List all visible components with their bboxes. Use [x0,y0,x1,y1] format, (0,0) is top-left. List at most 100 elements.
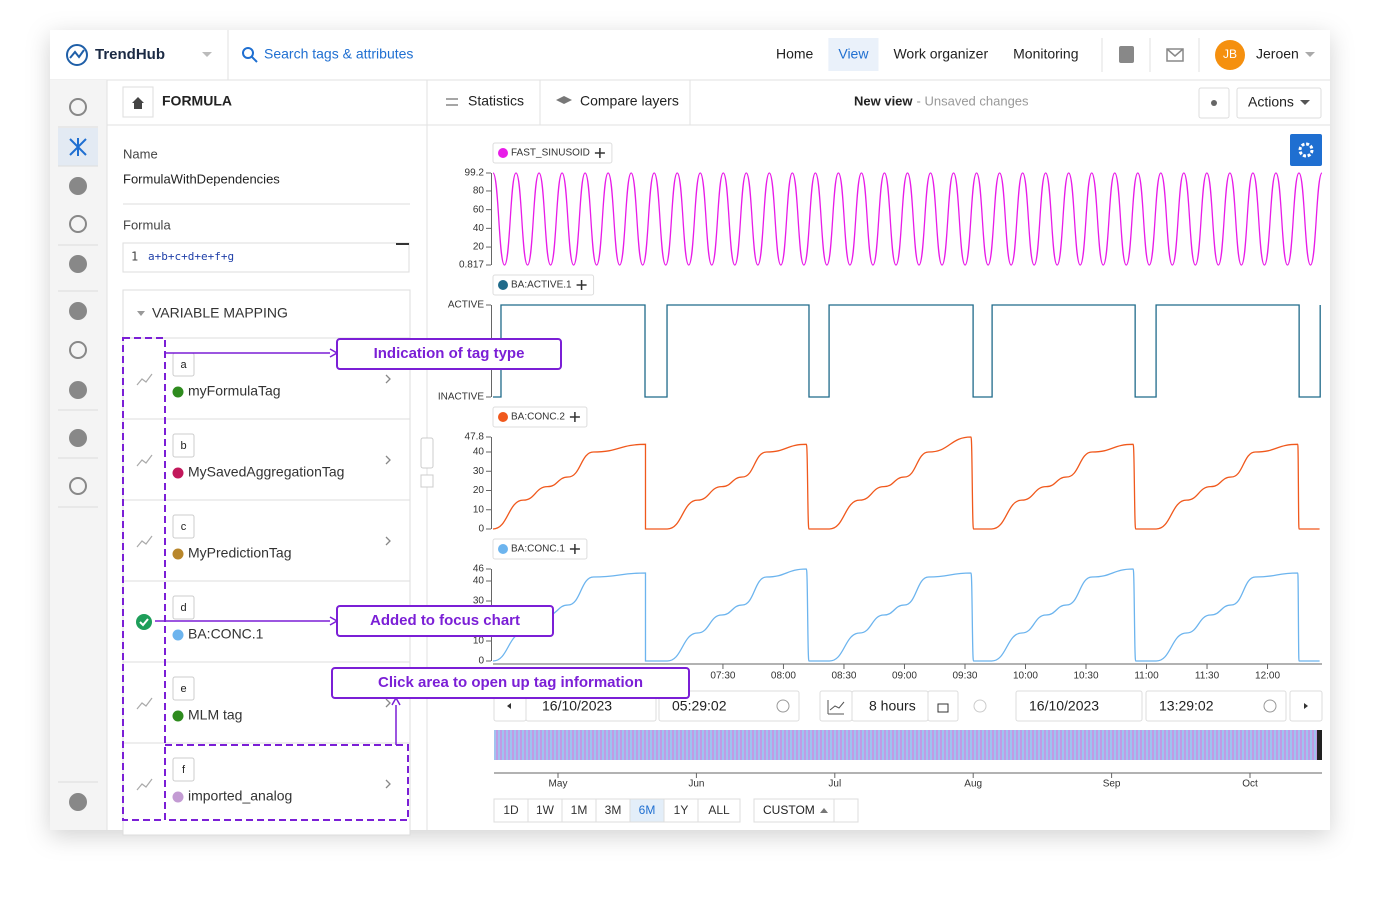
tag-color [172,710,184,722]
search-icon[interactable] [242,47,254,59]
user-caret[interactable] [1305,52,1315,57]
name-value[interactable]: FormulaWithDependencies [123,171,280,186]
brand-caret[interactable] [202,52,212,57]
compare-layers-button[interactable]: Compare layers [580,93,679,109]
legend-chip[interactable] [492,142,613,164]
custom-calendar[interactable] [833,798,859,823]
tag-name[interactable]: MyPredictionTag [188,545,292,561]
rail-icon[interactable] [69,341,87,359]
formula-label: Formula [123,217,171,232]
month-label: May [549,779,568,790]
tag-name[interactable]: myFormulaTag [188,383,281,399]
move-icon[interactable] [569,412,580,422]
formula-code[interactable]: a+b+c+d+e+f+g [148,250,234,263]
month-label: Jul [828,779,841,790]
end-time[interactable] [1145,690,1287,722]
icon-rail [50,80,107,830]
move-icon[interactable] [576,280,587,290]
range-label: 1W [536,803,555,817]
tag-name[interactable]: BA:CONC.1 [188,626,264,642]
nav-item[interactable]: Home [776,46,814,62]
variable-letter: d [180,602,186,614]
legend-label[interactable]: BA:CONC.1 [511,544,565,555]
tag-type-icon [136,454,153,467]
legend-chip[interactable] [492,406,588,428]
legend-chip[interactable] [492,538,588,560]
annotation-box [331,667,690,699]
mapping-title[interactable]: VARIABLE MAPPING [152,305,288,321]
resize-handle[interactable] [420,437,434,469]
x-tick-label: 11:00 [1134,671,1159,682]
chevron[interactable] [385,455,391,465]
rail-icon[interactable] [69,177,87,195]
history-icon[interactable] [973,699,987,713]
chevron[interactable] [385,779,391,789]
rail-icon[interactable] [69,302,87,320]
formula-editor[interactable] [122,242,410,273]
chevron[interactable] [385,536,391,546]
line-number: 1 [131,250,138,264]
annotation-box [336,605,554,637]
end-time-text: 13:29:02 [1159,698,1214,714]
range-button[interactable] [697,798,741,823]
mail-icon[interactable] [1166,48,1184,62]
rail-icon[interactable] [69,138,87,156]
custom-caret [820,808,828,813]
variable-row[interactable] [124,420,409,499]
rail-icon[interactable] [69,381,87,399]
chevron[interactable] [385,698,391,708]
rail-icon[interactable] [69,98,87,116]
close-handle[interactable] [420,474,434,488]
help-icon[interactable] [1119,46,1134,63]
month-label: Sep [1103,779,1121,790]
range-label: 6M [639,803,656,817]
dashed-outline [122,337,166,821]
move-icon[interactable] [569,544,580,554]
variable-row[interactable] [124,744,409,823]
month-label: Jun [688,779,704,790]
x-tick-label: 08:00 [771,671,796,682]
nav-item[interactable]: View [838,46,869,62]
chevron[interactable] [385,374,391,384]
x-tick-label: 09:00 [892,671,917,682]
legend-label[interactable]: FAST_SINUSOID [511,148,590,159]
x-tick-label: 09:30 [952,671,977,682]
user-name[interactable]: Jeroen [1256,46,1299,62]
legend-chip[interactable] [492,274,595,296]
range-label: 1M [571,803,588,817]
move-icon[interactable] [594,148,605,158]
rail-icon[interactable] [69,215,87,233]
start-time-text: 05:29:02 [672,698,727,714]
statistics-button[interactable]: Statistics [468,93,524,109]
search-input[interactable]: Search tags & attributes [264,46,413,62]
brand[interactable]: TrendHub [95,46,165,63]
lock-button[interactable] [927,690,959,722]
avatar[interactable] [1215,40,1245,70]
navigator-handle[interactable] [1317,730,1322,760]
collapse-caret[interactable] [137,311,145,316]
variable-row[interactable] [124,501,409,580]
end-date[interactable] [1015,690,1143,722]
y-tick-label: 80 [473,186,485,197]
legend-swatch [498,148,508,158]
actions-button[interactable] [1236,87,1322,119]
rail-icon[interactable] [69,793,87,811]
chart-settings[interactable] [1290,134,1322,166]
rail-icon[interactable] [69,429,87,447]
variable-badge [172,595,195,620]
y-tick-label: 30 [473,596,485,607]
rail-icon[interactable] [69,477,87,495]
legend-label[interactable]: BA:ACTIVE.1 [511,280,572,291]
start-time[interactable] [658,690,800,722]
tag-name[interactable]: MLM tag [188,707,242,723]
range-label: ALL [708,803,730,817]
nav-item[interactable]: Monitoring [1013,46,1078,62]
nav-item[interactable]: Work organizer [893,46,988,62]
legend-label[interactable]: BA:CONC.2 [511,412,565,423]
tag-name[interactable]: imported_analog [188,788,292,804]
tag-name[interactable]: MySavedAggregationTag [188,464,344,480]
panel-title: FORMULA [162,93,232,109]
rail-icon[interactable] [69,255,87,273]
navigator[interactable] [494,730,1322,760]
nav-bg [828,38,879,71]
